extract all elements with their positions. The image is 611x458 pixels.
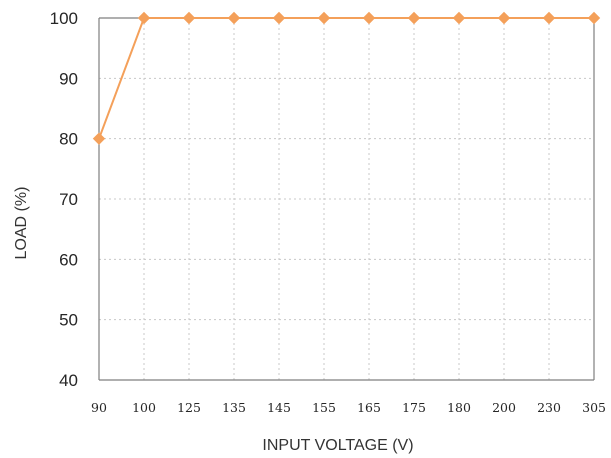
data-point xyxy=(92,132,106,145)
x-tick-label: 180 xyxy=(447,400,471,415)
y-tick-label: 60 xyxy=(59,250,78,269)
x-tick-label: 145 xyxy=(267,400,291,415)
x-tick-label: 100 xyxy=(132,400,156,415)
y-tick-label: 80 xyxy=(59,130,78,149)
y-tick-label: 70 xyxy=(59,190,78,209)
x-tick-label: 200 xyxy=(492,400,516,415)
y-tick-label: 40 xyxy=(59,371,78,390)
data-point xyxy=(182,11,196,25)
x-tick-label: 90 xyxy=(91,400,107,415)
y-tick-label: 100 xyxy=(50,9,78,28)
x-tick-label: 230 xyxy=(537,400,561,415)
data-point xyxy=(542,11,556,25)
data-point xyxy=(587,11,601,25)
x-tick-label: 305 xyxy=(582,400,606,415)
data-point xyxy=(272,11,286,25)
x-tick-label: 165 xyxy=(357,400,381,415)
data-point xyxy=(497,11,511,25)
y-tick-labels: 40 50 60 70 80 90 100 xyxy=(50,9,78,390)
x-tick-label: 155 xyxy=(312,400,336,415)
data-point xyxy=(137,11,151,25)
series xyxy=(92,11,601,145)
y-tick-label: 90 xyxy=(59,69,78,88)
data-point xyxy=(407,11,421,25)
x-axis-label: INPUT VOLTAGE (V) xyxy=(262,437,413,454)
data-point xyxy=(317,11,331,25)
x-tick-label: 135 xyxy=(222,400,246,415)
x-tick-label: 125 xyxy=(177,400,201,415)
grid xyxy=(99,18,594,380)
data-point xyxy=(362,11,376,25)
y-tick-label: 50 xyxy=(59,311,78,330)
x-tick-labels: 90 100 125 135 145 155 165 175 180 200 230 305 xyxy=(91,400,606,415)
series-line xyxy=(98,17,594,140)
y-axis-label: LOAD (%) xyxy=(13,187,30,260)
data-point xyxy=(227,11,241,25)
data-point xyxy=(452,11,466,25)
x-tick-label: 175 xyxy=(402,400,426,415)
